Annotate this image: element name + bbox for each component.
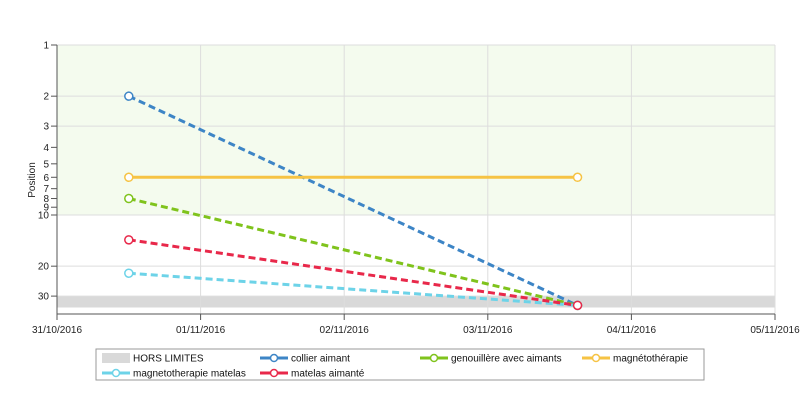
y-tick-label: 8 bbox=[43, 194, 49, 205]
band-hors-limites bbox=[57, 296, 775, 308]
series-magnetotherapie bbox=[124, 172, 583, 183]
data-point bbox=[124, 172, 134, 183]
y-tick-label: 4 bbox=[43, 143, 49, 154]
plot-background bbox=[57, 45, 775, 308]
series-matelas-aimante bbox=[124, 235, 583, 311]
series-line-magnetotherapie-matelas bbox=[128, 271, 578, 307]
legend-item-collier-aimant: collier aimant bbox=[260, 354, 350, 365]
legend-item-magnetotherapie: magnétothérapie bbox=[582, 354, 688, 365]
x-tick-label: 02/11/2016 bbox=[320, 325, 370, 336]
legend-label: magnetotherapie matelas bbox=[133, 369, 246, 380]
x-tick-label: 04/11/2016 bbox=[607, 325, 657, 336]
legend-marker bbox=[111, 368, 121, 378]
x-tick-label: 05/11/2016 bbox=[750, 325, 800, 336]
y-tick-label: 30 bbox=[38, 292, 50, 303]
legend-marker bbox=[591, 353, 601, 363]
y-tick-label: 9 bbox=[43, 203, 49, 214]
y-tick-label: 5 bbox=[43, 159, 49, 170]
legend-label: matelas aimanté bbox=[291, 369, 365, 380]
x-tick-label: 01/11/2016 bbox=[176, 325, 226, 336]
series-lines bbox=[124, 91, 583, 311]
legend-box bbox=[95, 348, 705, 381]
x-tick-label: 31/10/2016 bbox=[32, 325, 82, 336]
legend-swatch bbox=[102, 353, 130, 363]
data-point bbox=[124, 268, 134, 278]
legend-item-matelas-aimante: matelas aimanté bbox=[260, 369, 365, 380]
legend-label: collier aimant bbox=[291, 354, 350, 365]
legend-marker bbox=[269, 353, 279, 363]
y-tick-label: 3 bbox=[43, 122, 49, 133]
y-tick-label: 20 bbox=[38, 262, 50, 273]
legend-marker bbox=[269, 368, 279, 378]
legend-label: genouillère avec aimants bbox=[451, 354, 562, 365]
data-point bbox=[124, 91, 134, 101]
y-tick-label: 2 bbox=[43, 92, 49, 103]
series-line-matelas-aimante bbox=[128, 238, 578, 307]
y-tick-label: 1 bbox=[43, 41, 49, 52]
series-line-collier-aimant bbox=[128, 94, 579, 307]
data-point bbox=[124, 235, 134, 245]
data-point bbox=[572, 300, 583, 311]
legend-marker bbox=[429, 353, 439, 363]
legend-item-genouillere-avec-aimants: genouillère avec aimants bbox=[420, 354, 562, 365]
y-tick-label: 7 bbox=[43, 184, 49, 195]
legend-item-magnetotherapie-matelas: magnetotherapie matelas bbox=[102, 369, 246, 380]
legend-label: magnétothérapie bbox=[613, 354, 688, 365]
y-tick-label: 6 bbox=[43, 173, 49, 184]
y-axis-title: Position bbox=[27, 162, 38, 198]
x-tick-label: 03/11/2016 bbox=[463, 325, 513, 336]
legend-label: HORS LIMITES bbox=[133, 354, 204, 365]
legend-item-hors-limites: HORS LIMITES bbox=[102, 353, 204, 365]
top-region-band bbox=[57, 45, 775, 215]
legend: HORS LIMITES collier aimant genouillère av… bbox=[95, 348, 705, 381]
data-point bbox=[124, 193, 134, 204]
data-point bbox=[572, 172, 583, 183]
y-tick-label: 10 bbox=[38, 211, 50, 222]
grid-lines bbox=[57, 44, 776, 314]
